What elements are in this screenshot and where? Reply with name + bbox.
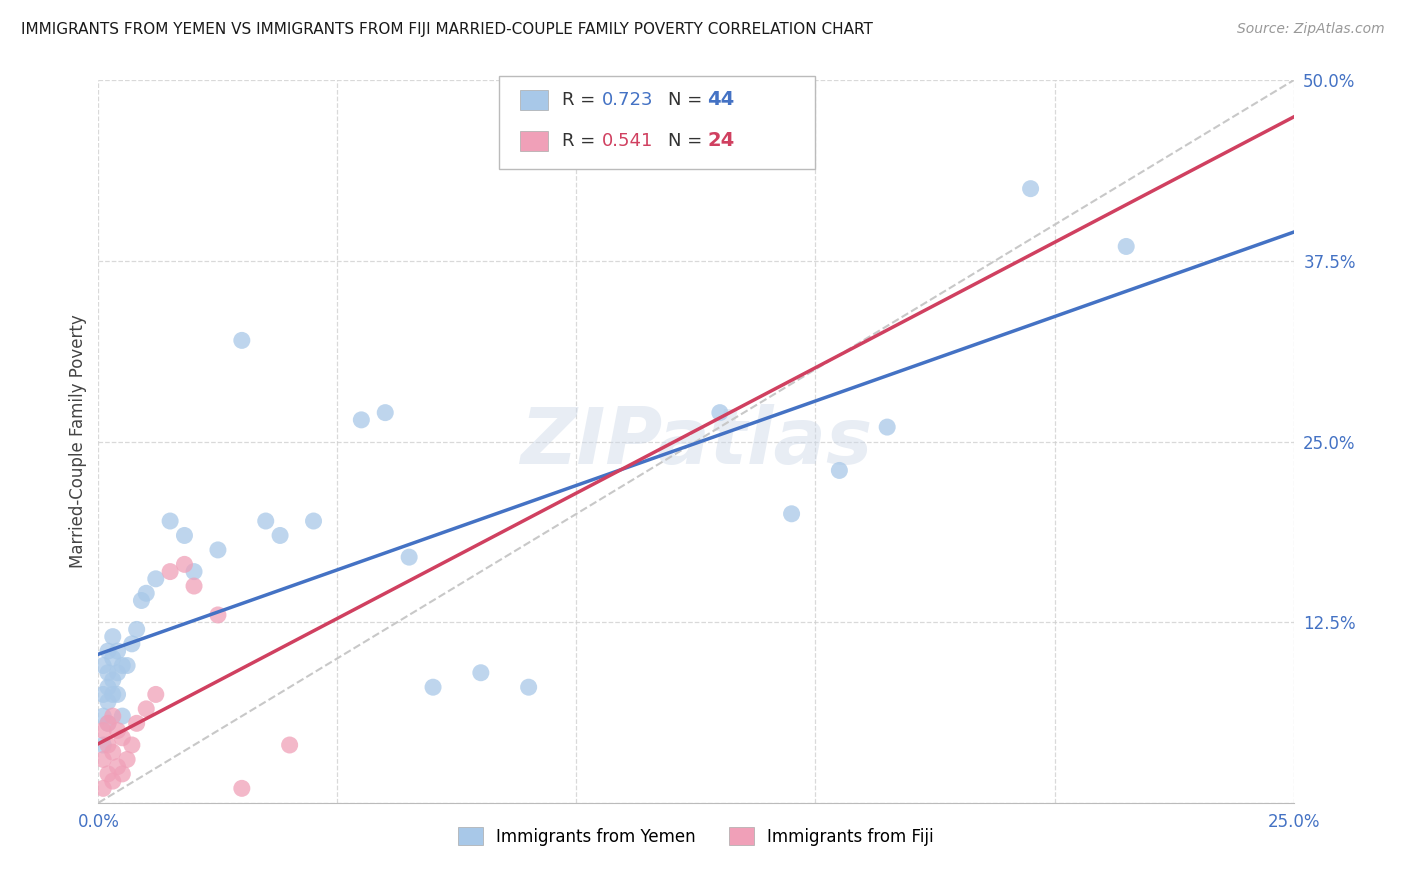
- Point: [115, 752, 138, 766]
- Point: [1019, 182, 1042, 196]
- Point: [135, 586, 157, 600]
- Point: [517, 680, 540, 694]
- Point: [231, 334, 253, 348]
- Point: [91, 687, 114, 701]
- Point: [422, 680, 444, 694]
- Point: [173, 528, 195, 542]
- Point: [254, 514, 277, 528]
- Point: [159, 514, 181, 528]
- Point: [101, 651, 124, 665]
- Point: [107, 665, 129, 680]
- Point: [101, 673, 124, 687]
- Point: [101, 709, 124, 723]
- Point: [121, 738, 143, 752]
- Point: [91, 709, 114, 723]
- Text: 44: 44: [707, 90, 734, 110]
- Point: [1115, 239, 1137, 253]
- Point: [278, 738, 301, 752]
- Point: [101, 630, 124, 644]
- Text: N =: N =: [668, 91, 707, 109]
- Y-axis label: Married-Couple Family Poverty: Married-Couple Family Poverty: [69, 315, 87, 568]
- Point: [780, 507, 803, 521]
- Text: Source: ZipAtlas.com: Source: ZipAtlas.com: [1237, 22, 1385, 37]
- Point: [398, 550, 420, 565]
- Point: [101, 687, 124, 701]
- Point: [302, 514, 325, 528]
- Point: [135, 702, 157, 716]
- Point: [101, 774, 124, 789]
- Point: [159, 565, 181, 579]
- Point: [91, 781, 114, 796]
- Point: [470, 665, 492, 680]
- Point: [145, 687, 167, 701]
- Point: [207, 542, 229, 557]
- Text: N =: N =: [668, 132, 707, 150]
- Point: [350, 413, 373, 427]
- Point: [101, 745, 124, 759]
- Text: 0.723: 0.723: [602, 91, 654, 109]
- Point: [91, 658, 114, 673]
- Point: [876, 420, 898, 434]
- Text: 0.541: 0.541: [602, 132, 654, 150]
- Legend: Immigrants from Yemen, Immigrants from Fiji: Immigrants from Yemen, Immigrants from F…: [451, 821, 941, 852]
- Point: [207, 607, 229, 622]
- Point: [97, 644, 120, 658]
- Text: 24: 24: [707, 131, 734, 151]
- Text: IMMIGRANTS FROM YEMEN VS IMMIGRANTS FROM FIJI MARRIED-COUPLE FAMILY POVERTY CORR: IMMIGRANTS FROM YEMEN VS IMMIGRANTS FROM…: [21, 22, 873, 37]
- Point: [111, 731, 134, 745]
- Point: [91, 752, 114, 766]
- Point: [183, 579, 205, 593]
- Point: [107, 644, 129, 658]
- Point: [107, 760, 129, 774]
- Point: [374, 406, 396, 420]
- Point: [97, 665, 120, 680]
- Point: [125, 623, 148, 637]
- Point: [97, 738, 120, 752]
- Point: [111, 709, 134, 723]
- Point: [115, 658, 138, 673]
- Text: R =: R =: [562, 132, 602, 150]
- Point: [91, 738, 114, 752]
- Point: [97, 695, 120, 709]
- Text: R =: R =: [562, 91, 602, 109]
- Point: [97, 716, 120, 731]
- Point: [173, 558, 195, 572]
- Point: [107, 723, 129, 738]
- Point: [183, 565, 205, 579]
- Point: [145, 572, 167, 586]
- Point: [269, 528, 291, 542]
- Point: [231, 781, 253, 796]
- Point: [91, 723, 114, 738]
- Point: [97, 716, 120, 731]
- Point: [111, 767, 134, 781]
- Point: [97, 680, 120, 694]
- Point: [828, 463, 851, 477]
- Point: [97, 767, 120, 781]
- Point: [121, 637, 143, 651]
- Text: ZIPatlas: ZIPatlas: [520, 403, 872, 480]
- Point: [107, 687, 129, 701]
- Point: [125, 716, 148, 731]
- Point: [709, 406, 731, 420]
- Point: [131, 593, 153, 607]
- Point: [111, 658, 134, 673]
